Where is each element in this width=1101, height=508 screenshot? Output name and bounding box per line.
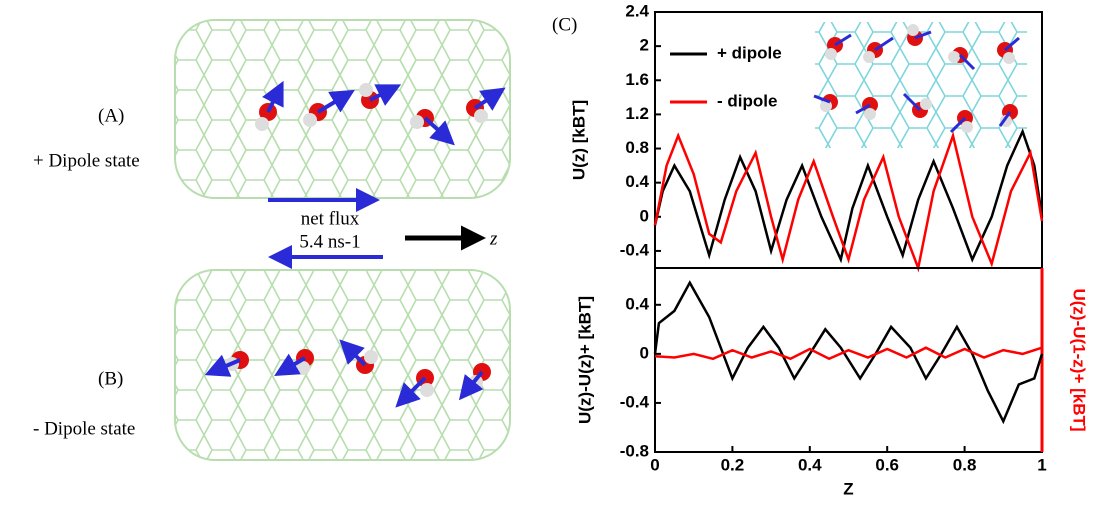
y-tick-label: -0.4 <box>620 392 650 411</box>
y-tick-label: 1.6 <box>625 70 649 89</box>
panel-label: (B) <box>98 368 123 389</box>
y-tick-label: 1.2 <box>625 104 649 123</box>
y-tick-label: 0 <box>640 206 649 225</box>
line-series <box>653 131 1044 273</box>
y-tick-label: 0 <box>640 343 649 362</box>
y-tick-label: -0.4 <box>620 240 650 259</box>
panel-label: (C) <box>552 14 577 35</box>
x-axis-label: Z <box>843 479 853 498</box>
x-tick-label: 0.8 <box>953 455 977 474</box>
x-tick-label: 1 <box>1037 455 1046 474</box>
y-tick-label: 0.4 <box>625 172 649 191</box>
nanotube-a <box>174 19 511 199</box>
y-tick-label: 2 <box>640 36 649 55</box>
panel-label: (A) <box>98 105 124 126</box>
line-series <box>653 280 1044 425</box>
x-tick-label: 0.2 <box>721 455 745 474</box>
y-tick-label: -0.8 <box>620 441 649 460</box>
line-series <box>654 346 1043 361</box>
inset-lattice <box>813 22 1027 148</box>
line-series <box>653 128 1044 264</box>
legend-label: + dipole <box>717 43 782 62</box>
flux-label: net flux <box>301 208 360 229</box>
water-molecules <box>204 80 506 408</box>
legend-label: - dipole <box>717 91 777 110</box>
y-axis-label: U(z) [kBT] <box>569 100 588 180</box>
state-label: - Dipole state <box>33 418 135 439</box>
x-tick-label: 0 <box>650 455 659 474</box>
y-axis-label: U(z)-U(z)+ [kBT] <box>575 296 594 424</box>
y-tick-label: 2.4 <box>625 1 649 20</box>
y2-axis-label: U(z)-U(1-z)+ [kBT] <box>1070 288 1089 431</box>
x-tick-label: 0.4 <box>798 455 822 474</box>
x-tick-label: 0.6 <box>875 455 899 474</box>
flux-value: 5.4 ns-1 <box>299 231 360 252</box>
y-tick-label: 0.4 <box>625 294 649 313</box>
z-label: z <box>489 228 498 249</box>
y-tick-label: 0.8 <box>625 138 649 157</box>
state-label: + Dipole state <box>33 150 140 171</box>
